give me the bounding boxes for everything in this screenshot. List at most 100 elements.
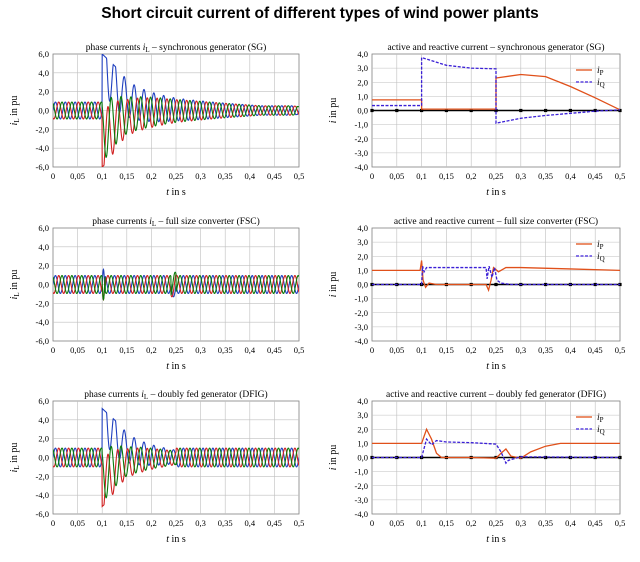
x-tick-label: 0,2 (466, 518, 477, 528)
x-tick-label: 0,2 (466, 171, 477, 181)
y-tick-label: -6,0 (36, 509, 49, 519)
x-tick-label: 0 (51, 345, 55, 355)
x-tick-label: 0,4 (244, 171, 255, 181)
x-axis-label: t in s (166, 361, 186, 372)
x-tick-label: 0,4 (565, 518, 576, 528)
x-tick-label: 0,4 (565, 345, 576, 355)
zero-marker (494, 282, 498, 287)
y-tick-label: -2,0 (355, 481, 368, 491)
y-tick-label: -4,0 (36, 490, 49, 500)
x-tick-label: 0,45 (588, 171, 603, 181)
y-tick-label: -1,0 (355, 467, 368, 477)
x-tick-label: 0,3 (515, 171, 526, 181)
y-axis-label: iL in pu (9, 270, 21, 300)
x-tick-label: 0,25 (169, 345, 184, 355)
phase-current-c (53, 445, 299, 499)
chart-panel-5: phase currents iL – doubly fed generator… (9, 389, 304, 545)
series-line-iQ (372, 56, 620, 125)
x-tick-label: 0,05 (70, 518, 85, 528)
x-tick-label: 0,5 (294, 171, 305, 181)
y-tick-label: 1,0 (357, 438, 368, 448)
x-axis-label: t in s (166, 534, 186, 545)
phase-current-b (53, 97, 299, 167)
y-tick-label: 2,0 (357, 251, 368, 261)
x-tick-label: 0,35 (538, 171, 553, 181)
y-tick-label: -6,0 (36, 162, 49, 172)
x-tick-label: 0,5 (294, 345, 305, 355)
x-tick-label: 0 (370, 518, 374, 528)
chart-title: phase currents iL – doubly fed generator… (84, 389, 267, 401)
chart-title: phase currents iL – full size converter … (92, 216, 260, 228)
phase-current-c (53, 95, 299, 158)
x-axis-label: t in s (166, 187, 186, 198)
legend-label: iP (597, 413, 604, 424)
y-tick-label: 3,0 (357, 63, 368, 73)
y-tick-label: 0,0 (357, 280, 368, 290)
y-tick-label: 4,0 (357, 49, 368, 59)
x-tick-label: 0,5 (615, 518, 626, 528)
x-tick-label: 0,35 (218, 518, 233, 528)
legend-label: iQ (597, 425, 605, 436)
y-tick-label: -2,0 (355, 308, 368, 318)
x-tick-label: 0 (51, 518, 55, 528)
y-tick-label: 2,0 (38, 87, 49, 97)
phase-current-a (53, 54, 299, 123)
x-tick-label: 0,5 (615, 171, 626, 181)
x-tick-label: 0,1 (97, 345, 108, 355)
y-tick-label: 6,0 (38, 223, 49, 233)
x-tick-label: 0,4 (244, 345, 255, 355)
y-tick-label: 4,0 (357, 396, 368, 406)
x-tick-label: 0,4 (244, 518, 255, 528)
x-tick-label: 0,25 (169, 171, 184, 181)
y-tick-label: 4,0 (38, 68, 49, 78)
zero-marker (469, 108, 473, 113)
x-axis-label: t in s (486, 534, 506, 545)
x-tick-label: 0,2 (146, 518, 157, 528)
y-tick-label: 0,0 (38, 280, 49, 290)
chart-title: phase currents iL – synchronous generato… (86, 42, 267, 54)
y-axis-label: iL in pu (9, 96, 21, 126)
y-axis-label: i in pu (328, 445, 339, 471)
x-tick-label: 0,2 (466, 345, 477, 355)
x-tick-label: 0,5 (615, 345, 626, 355)
x-tick-label: 0,45 (267, 171, 282, 181)
x-tick-label: 0,25 (169, 518, 184, 528)
chart-panel-4: active and reactive current – full size … (328, 216, 625, 372)
x-tick-label: 0,2 (146, 171, 157, 181)
y-tick-label: -4,0 (355, 162, 368, 172)
x-tick-label: 0,1 (416, 518, 427, 528)
y-tick-label: 2,0 (357, 77, 368, 87)
x-tick-label: 0,1 (97, 518, 108, 528)
y-tick-label: 4,0 (357, 223, 368, 233)
x-tick-label: 0,35 (218, 345, 233, 355)
y-tick-label: -1,0 (355, 120, 368, 130)
x-axis-label: t in s (486, 361, 506, 372)
x-tick-label: 0,45 (267, 518, 282, 528)
y-tick-label: -6,0 (36, 336, 49, 346)
zero-marker (494, 108, 498, 113)
zero-marker (370, 108, 374, 113)
y-tick-label: -2,0 (36, 471, 49, 481)
x-tick-label: 0,05 (389, 518, 404, 528)
y-tick-label: 2,0 (38, 434, 49, 444)
figure-title: Short circuit current of different types… (101, 5, 539, 22)
legend-label: iQ (597, 78, 605, 89)
chart-panel-6: active and reactive current – doubly fed… (328, 389, 625, 545)
x-tick-label: 0,25 (489, 171, 504, 181)
series-line-iP (372, 427, 620, 459)
y-tick-label: 3,0 (357, 410, 368, 420)
x-tick-label: 0,1 (416, 171, 427, 181)
zero-marker (618, 108, 622, 113)
y-tick-label: -3,0 (355, 148, 368, 158)
y-tick-label: -3,0 (355, 495, 368, 505)
zero-marker (395, 108, 399, 113)
x-tick-label: 0,15 (119, 345, 134, 355)
zero-marker (568, 108, 572, 113)
x-tick-label: 0,5 (294, 518, 305, 528)
series-line-iQ (372, 265, 620, 286)
y-tick-label: 2,0 (357, 424, 368, 434)
zero-marker (519, 108, 523, 113)
x-tick-label: 0,4 (565, 171, 576, 181)
y-tick-label: -4,0 (355, 509, 368, 519)
